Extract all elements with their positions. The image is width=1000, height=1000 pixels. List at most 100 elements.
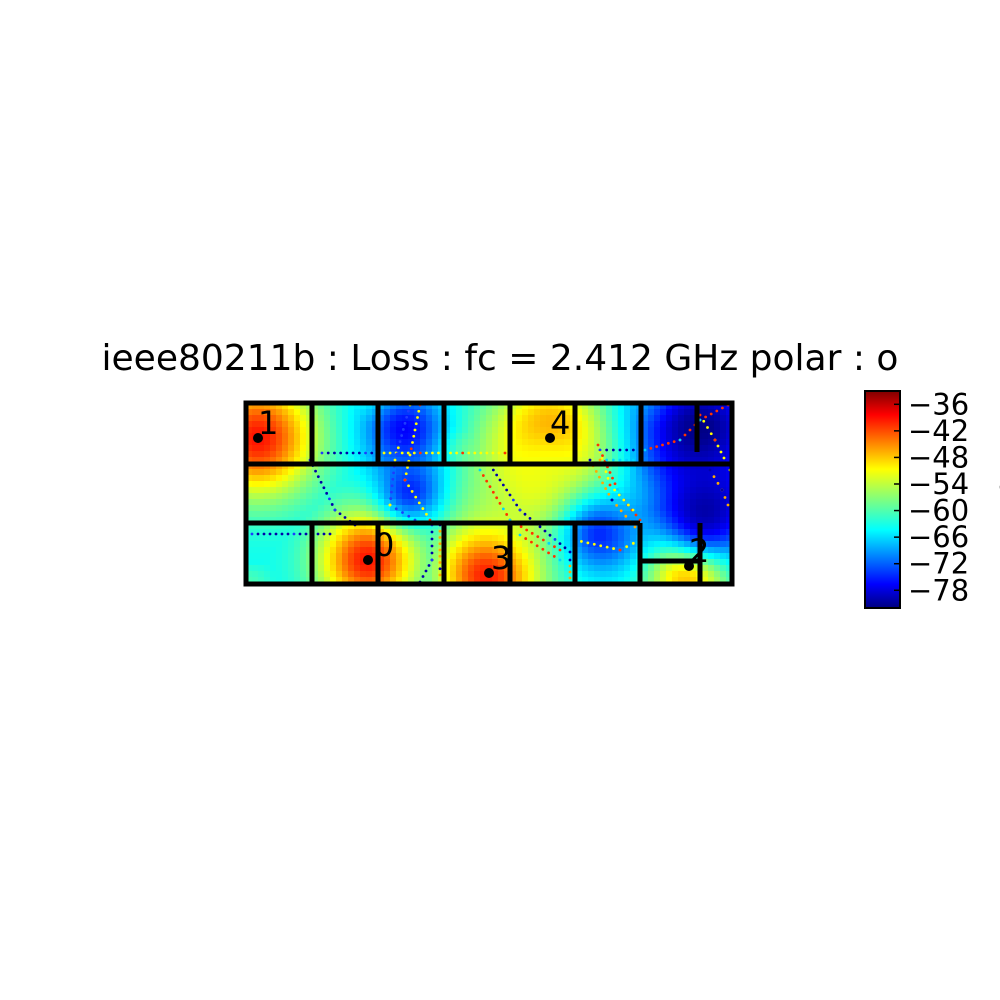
heatmap-cell	[510, 457, 517, 464]
heatmap-cell	[486, 577, 493, 584]
heatmap-cell	[402, 571, 409, 578]
heatmap-cell	[618, 517, 625, 524]
heatmap-cell	[690, 511, 697, 518]
ray-dot	[404, 472, 408, 476]
heatmap-cell	[540, 493, 547, 500]
ray-dot	[592, 542, 596, 546]
heatmap-cell	[726, 487, 732, 494]
heatmap-cell	[672, 415, 679, 422]
heatmap-cell	[696, 451, 703, 458]
ray-dot	[631, 541, 635, 545]
heatmap-cell	[342, 553, 349, 560]
ray-dot	[388, 451, 392, 455]
heatmap-cell	[708, 535, 715, 542]
heatmap-cell	[570, 493, 577, 500]
ray-dot	[661, 443, 664, 447]
heatmap-cell	[378, 511, 385, 518]
heatmap-cell	[702, 565, 709, 572]
heatmap-cell	[396, 529, 403, 536]
heatmap-cell	[474, 571, 481, 578]
heatmap-cell	[432, 427, 439, 434]
heatmap-cell	[702, 517, 709, 524]
ray-dot	[430, 530, 434, 534]
heatmap-cell	[348, 517, 355, 524]
heatmap-cell	[432, 523, 439, 530]
heatmap-cell	[480, 421, 487, 428]
heatmap-cell	[384, 493, 391, 500]
heatmap-cell	[462, 427, 469, 434]
heatmap-cell	[336, 559, 343, 566]
heatmap-cell	[324, 571, 331, 578]
heatmap-cell	[504, 469, 511, 476]
heatmap-cell	[258, 421, 265, 428]
heatmap-cell	[306, 547, 313, 554]
heatmap-cell	[390, 559, 397, 566]
heatmap-cell	[378, 517, 385, 524]
heatmap-cell	[558, 445, 565, 452]
heatmap-cell	[402, 517, 409, 524]
heatmap-cell	[294, 517, 301, 524]
heatmap-cell	[402, 409, 409, 416]
ray-dot	[413, 428, 417, 432]
heatmap-cell	[582, 457, 589, 464]
heatmap-cell	[540, 403, 547, 410]
heatmap-cell	[468, 535, 475, 542]
heatmap-cell	[438, 499, 445, 506]
heatmap-cell	[588, 499, 595, 506]
heatmap-cell	[282, 577, 289, 584]
heatmap-cell	[468, 487, 475, 494]
heatmap-cell	[348, 529, 355, 536]
heatmap-cell	[480, 457, 487, 464]
heatmap-cell	[366, 475, 373, 482]
heatmap-cell	[534, 475, 541, 482]
heatmap-cell	[630, 475, 637, 482]
heatmap-cell	[618, 475, 625, 482]
heatmap-cell	[384, 457, 391, 464]
ray-dot	[543, 529, 547, 533]
heatmap-cell	[654, 487, 661, 494]
heatmap-cell	[684, 469, 691, 476]
heatmap-cell	[360, 577, 367, 584]
heatmap-cell	[708, 451, 715, 458]
heatmap-cell	[666, 475, 673, 482]
heatmap-cell	[426, 475, 433, 482]
heatmap-cell	[264, 535, 271, 542]
heatmap-cell	[300, 553, 307, 560]
heatmap-cell	[468, 469, 475, 476]
heatmap-cell	[246, 547, 253, 554]
ray-dot	[438, 542, 442, 546]
heatmap-cell	[342, 565, 349, 572]
heatmap-cell	[426, 529, 433, 536]
heatmap-cell	[390, 451, 397, 458]
heatmap-cell	[504, 529, 511, 536]
heatmap-cell	[468, 475, 475, 482]
heatmap-cell	[720, 559, 727, 566]
ray-dot	[421, 575, 425, 578]
heatmap-cell	[630, 493, 637, 500]
heatmap-cell	[324, 553, 331, 560]
heatmap-cell	[600, 439, 607, 446]
heatmap-cell	[498, 577, 505, 584]
heatmap-cell	[336, 427, 343, 434]
heatmap-cell	[360, 541, 367, 548]
heatmap-cell	[432, 493, 439, 500]
heatmap-cell	[360, 553, 367, 560]
heatmap-cell	[432, 421, 439, 428]
heatmap-cell	[336, 481, 343, 488]
heatmap-cell	[480, 469, 487, 476]
heatmap-cell	[714, 523, 721, 530]
heatmap-cell	[630, 445, 637, 452]
heatmap-cell	[486, 547, 493, 554]
heatmap-cell	[558, 451, 565, 458]
heatmap-cell	[726, 475, 732, 482]
heatmap-cell	[678, 523, 685, 530]
heatmap-cell	[564, 481, 571, 488]
heatmap-cell	[372, 469, 379, 476]
heatmap-cell	[246, 439, 253, 446]
heatmap-cell	[468, 517, 475, 524]
heatmap-cell	[480, 481, 487, 488]
heatmap-cell	[432, 559, 439, 566]
heatmap-cell	[594, 493, 601, 500]
heatmap-cell	[624, 523, 631, 530]
heatmap-cell	[318, 433, 325, 440]
